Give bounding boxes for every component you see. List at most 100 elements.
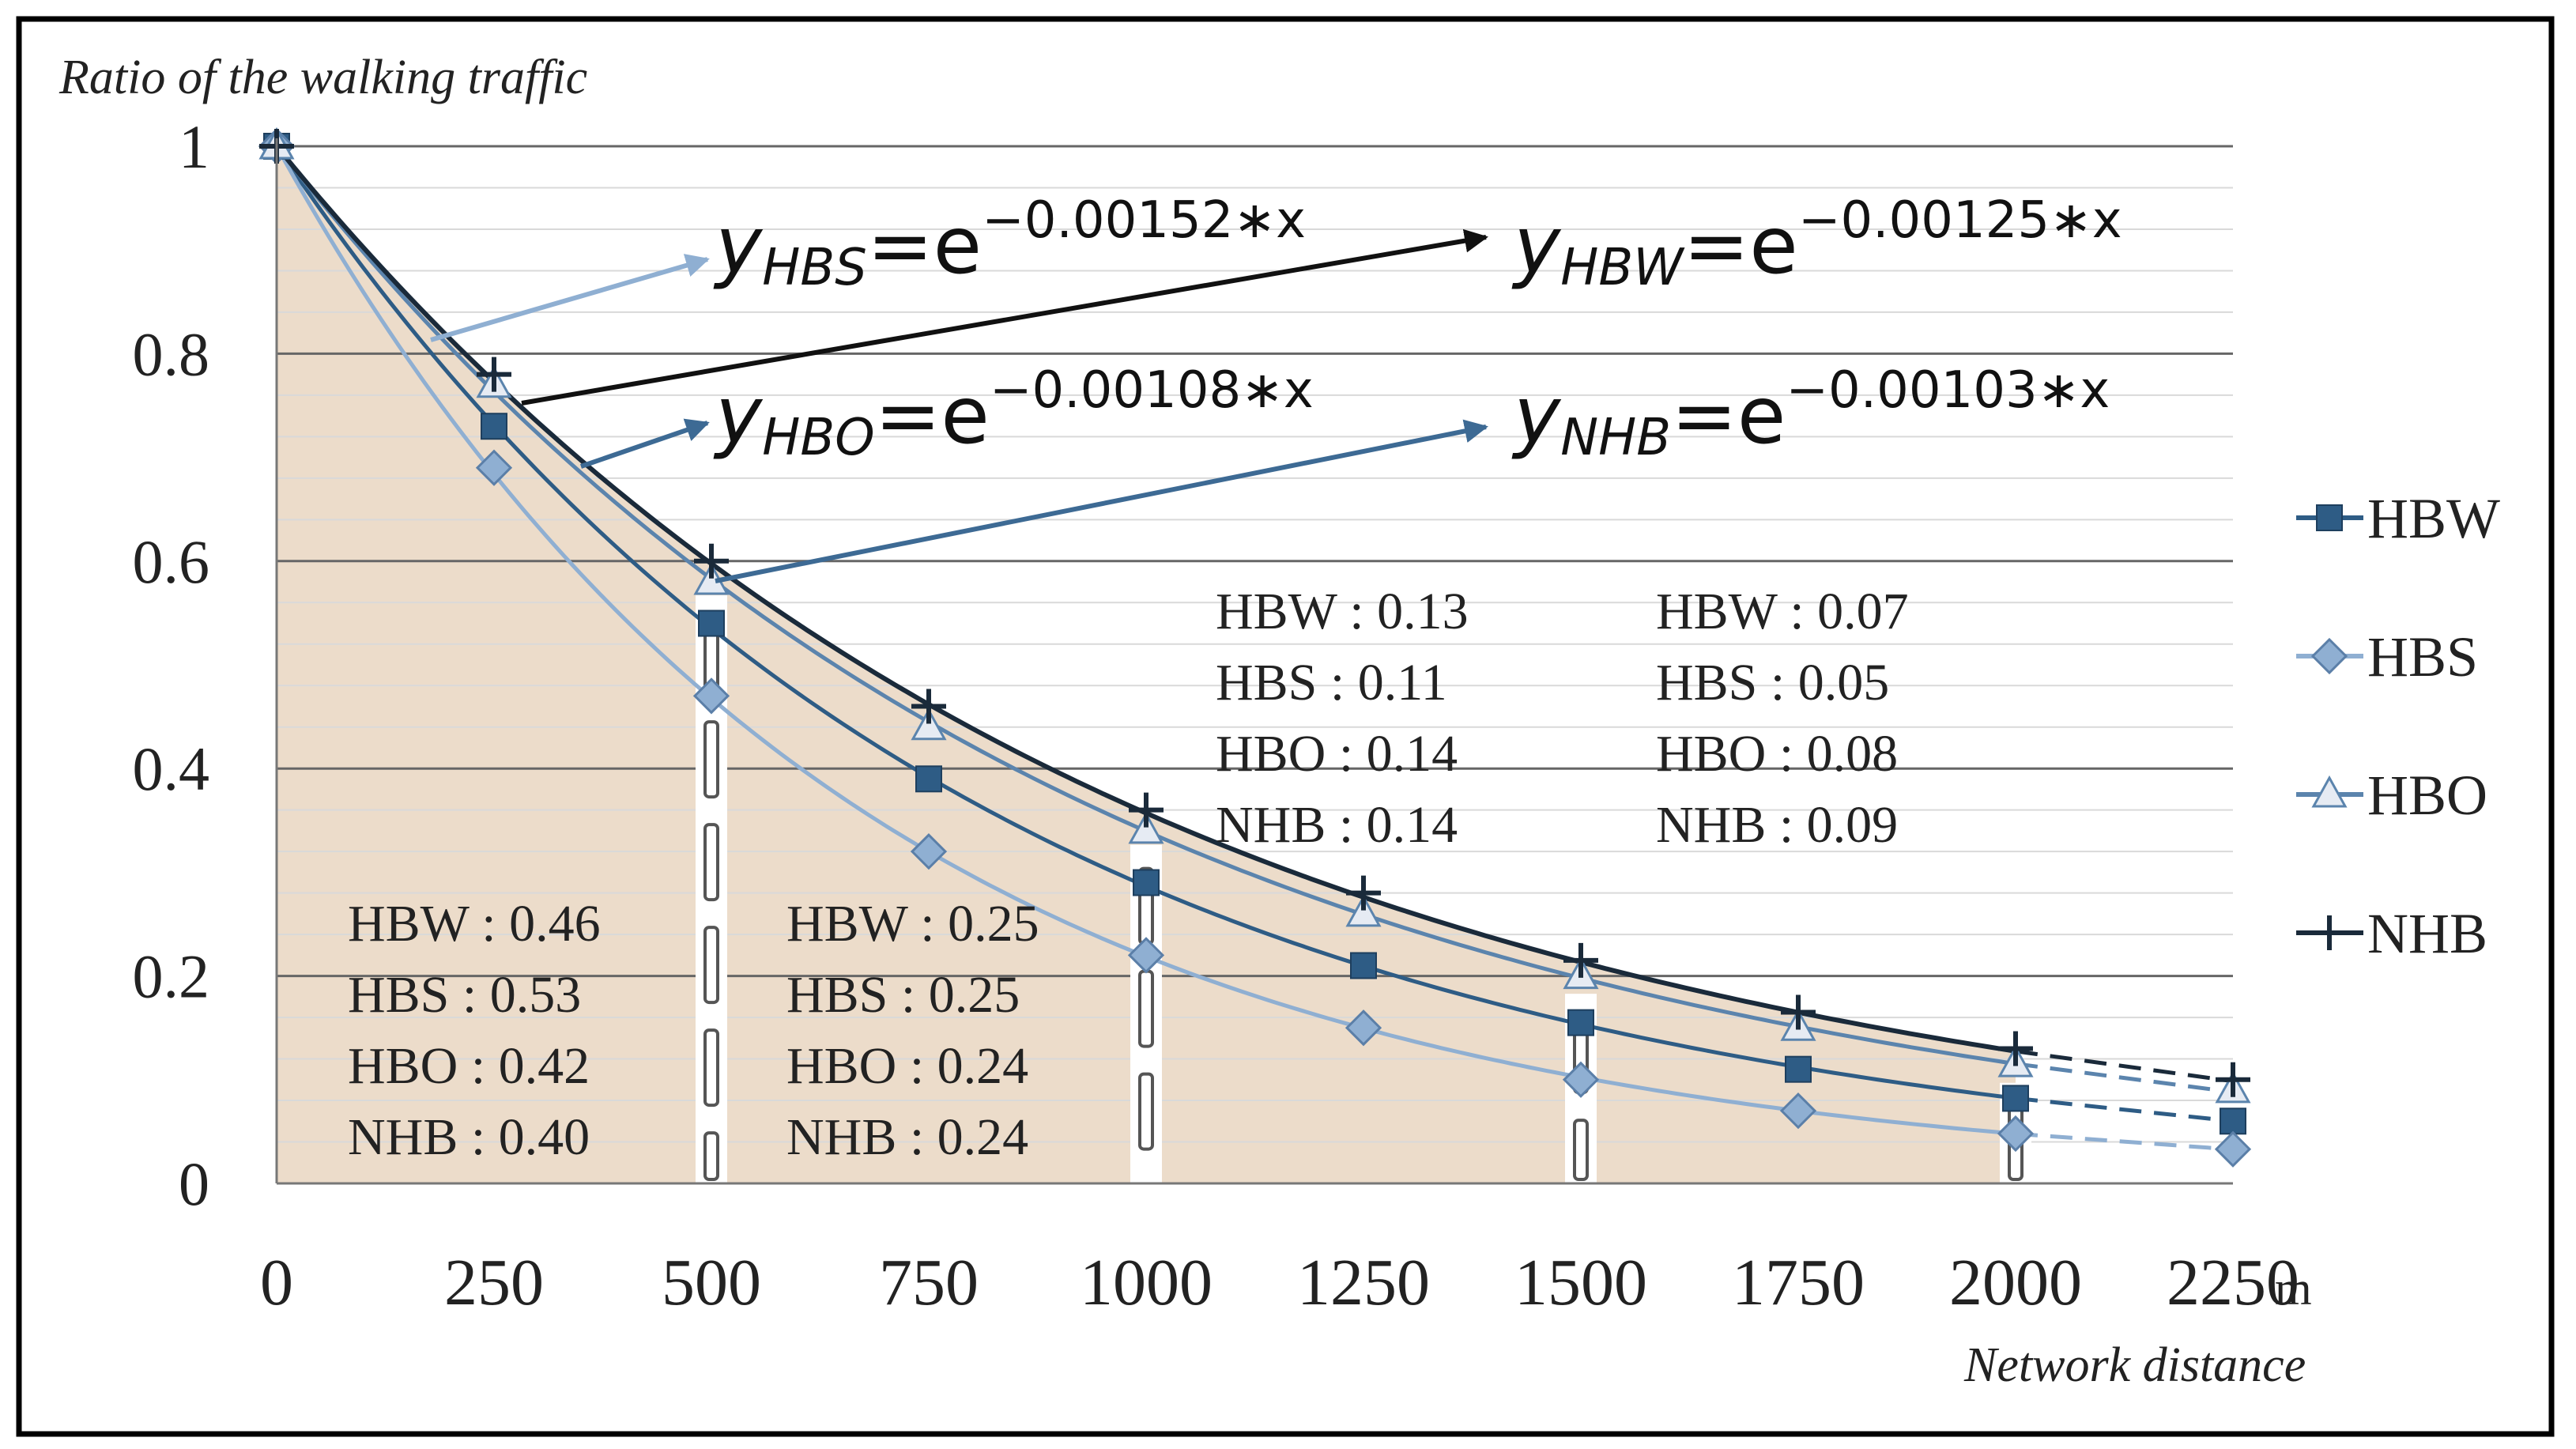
x-tick-label: 2000: [1949, 1246, 2082, 1319]
marker-nhb: [2216, 1062, 2250, 1097]
equation-exponent: −0.00152∗x: [982, 191, 1306, 250]
y-tick-label: 0: [179, 1149, 209, 1218]
legend-label-nhb: NHB: [2367, 902, 2487, 965]
legend: HBW HBS HBO NHB: [2296, 487, 2500, 965]
annotation-line: NHB : 0.14: [1216, 796, 1458, 854]
equation-base: y: [713, 199, 764, 292]
annotation-line: HBW : 0.13: [1216, 583, 1469, 640]
annotation-line: HBW : 0.25: [786, 895, 1039, 953]
equation-rhs: =e: [1684, 199, 1798, 292]
marker-hbs: [910, 833, 948, 870]
arrows-group: [430, 228, 1488, 583]
separator-dash: [703, 926, 719, 1005]
y-tick-label: 1: [179, 112, 209, 181]
legend-label-hbs: HBS: [2367, 625, 2478, 689]
grid-group: [277, 145, 2233, 1185]
x-axis-title: Network distance: [1963, 1338, 2306, 1392]
equations-group: yHBS=e−0.00152∗x yHBW=e−0.00125∗xyHBO=e−0…: [713, 191, 2122, 467]
equation-subscript: NHB: [1560, 409, 1671, 467]
annotation-line: HBS : 0.25: [786, 966, 1020, 1024]
marker-hbw: [481, 413, 507, 440]
marker-hbo: [1345, 894, 1382, 927]
marker-nhb: [1563, 942, 1598, 978]
marker-nhb: [694, 543, 729, 579]
axes-group: 0 0.2 0.4 0.6 0.8 1 0 250 500 750 1000 1250 1500 1750…: [133, 112, 2312, 1319]
annotation-line: HBO : 0.24: [786, 1037, 1028, 1095]
separator-dash: [703, 720, 719, 799]
y-tick-label: 0.4: [133, 734, 210, 803]
annotation-line: NHB : 0.40: [348, 1108, 590, 1166]
markers-group: [258, 126, 2252, 1168]
separator-dash: [1138, 1072, 1154, 1151]
equation-base: y: [1511, 369, 1562, 462]
marker-hbw: [915, 765, 942, 793]
equation-exponent: −0.00125∗x: [1798, 191, 2122, 250]
marker-hbw: [1133, 869, 1160, 896]
marker-nhb: [1346, 875, 1381, 911]
interval-separators: [696, 595, 2031, 1183]
marker-hbs: [475, 449, 513, 486]
arrow-hbs: [430, 254, 710, 342]
separator-dash: [703, 1131, 719, 1182]
marker-nhb: [477, 357, 511, 392]
marker-hbs: [1562, 1061, 1600, 1098]
annotation-line: HBO : 0.08: [1656, 725, 1898, 783]
curve-extension-nhb: [2015, 1049, 2234, 1084]
equation-rhs: =e: [1671, 369, 1786, 462]
marker-hbw: [1785, 1055, 1812, 1083]
x-tick-label: 1250: [1297, 1246, 1430, 1319]
separator-dash: [1138, 969, 1154, 1048]
x-tick-label: 250: [444, 1246, 544, 1319]
separator-dash: [703, 823, 719, 902]
equation-hbs: yHBS=e−0.00152∗x: [713, 191, 1306, 297]
marker-hbs: [1779, 1092, 1817, 1130]
legend-label-hbw: HBW: [2367, 487, 2500, 550]
x-tick-label: 750: [879, 1246, 979, 1319]
marker-hbw: [1350, 952, 1377, 979]
y-tick-label: 0.2: [133, 942, 210, 1011]
curve-extension-hbs: [2015, 1131, 2234, 1152]
separator-dash: [1573, 1119, 1589, 1181]
legend-label-hbo: HBO: [2367, 764, 2487, 827]
marker-hbo: [911, 708, 947, 741]
x-tick-label: 0: [260, 1246, 293, 1319]
annotation-line: HBO : 0.42: [348, 1037, 590, 1095]
annotations-group: HBW : 0.46 HBS : 0.53 HBO : 0.42 NHB : 0.40…: [348, 583, 1909, 1166]
marker-hbs: [1345, 1009, 1382, 1047]
y-axis-title: Ratio of the walking traffic: [58, 51, 587, 104]
x-tick-label: 1000: [1080, 1246, 1213, 1319]
arrow-hbw: [521, 228, 1488, 406]
equation-subscript: HBO: [762, 409, 874, 467]
marker-hbo: [1128, 811, 1164, 844]
marker-nhb: [1129, 792, 1164, 828]
x-tick-label: 1500: [1514, 1246, 1647, 1319]
y-tick-label: 0.8: [133, 319, 210, 388]
annotation-line: HBS : 0.11: [1216, 654, 1447, 711]
annotation-line: HBS : 0.53: [348, 966, 581, 1024]
marker-hbw: [2220, 1108, 2246, 1135]
x-tick-label: 1750: [1732, 1246, 1865, 1319]
separator-dash: [703, 1028, 719, 1108]
annotation-line: NHB : 0.24: [786, 1108, 1028, 1166]
legend-marker-hbs: [2310, 637, 2348, 675]
curve-extension-hbw: [2015, 1096, 2234, 1123]
equation-rhs: =e: [867, 199, 982, 292]
equation-exponent: −0.00103∗x: [1786, 361, 2110, 420]
equation-hbo: yHBO=e−0.00108∗x: [713, 361, 1314, 467]
annotation-line: HBW : 0.07: [1656, 583, 1909, 640]
curve-extension-hbo: [2015, 1062, 2234, 1094]
marker-hbw: [1567, 1009, 1594, 1036]
marker-hbs: [692, 677, 730, 715]
marker-hbw: [2002, 1085, 2029, 1112]
legend-marker-hbw: [2316, 504, 2343, 531]
marker-nhb: [911, 689, 946, 724]
equation-hbw: yHBW=e−0.00125∗x: [1511, 191, 2122, 297]
equation-base: y: [713, 369, 764, 462]
equation-subscript: HBS: [762, 239, 867, 297]
marker-nhb: [1998, 1031, 2033, 1066]
arrow-hbo: [580, 418, 710, 469]
y-tick-label: 0.6: [133, 527, 210, 596]
x-unit-label: m: [2275, 1262, 2312, 1315]
annotation-line: HBS : 0.05: [1656, 654, 1889, 711]
